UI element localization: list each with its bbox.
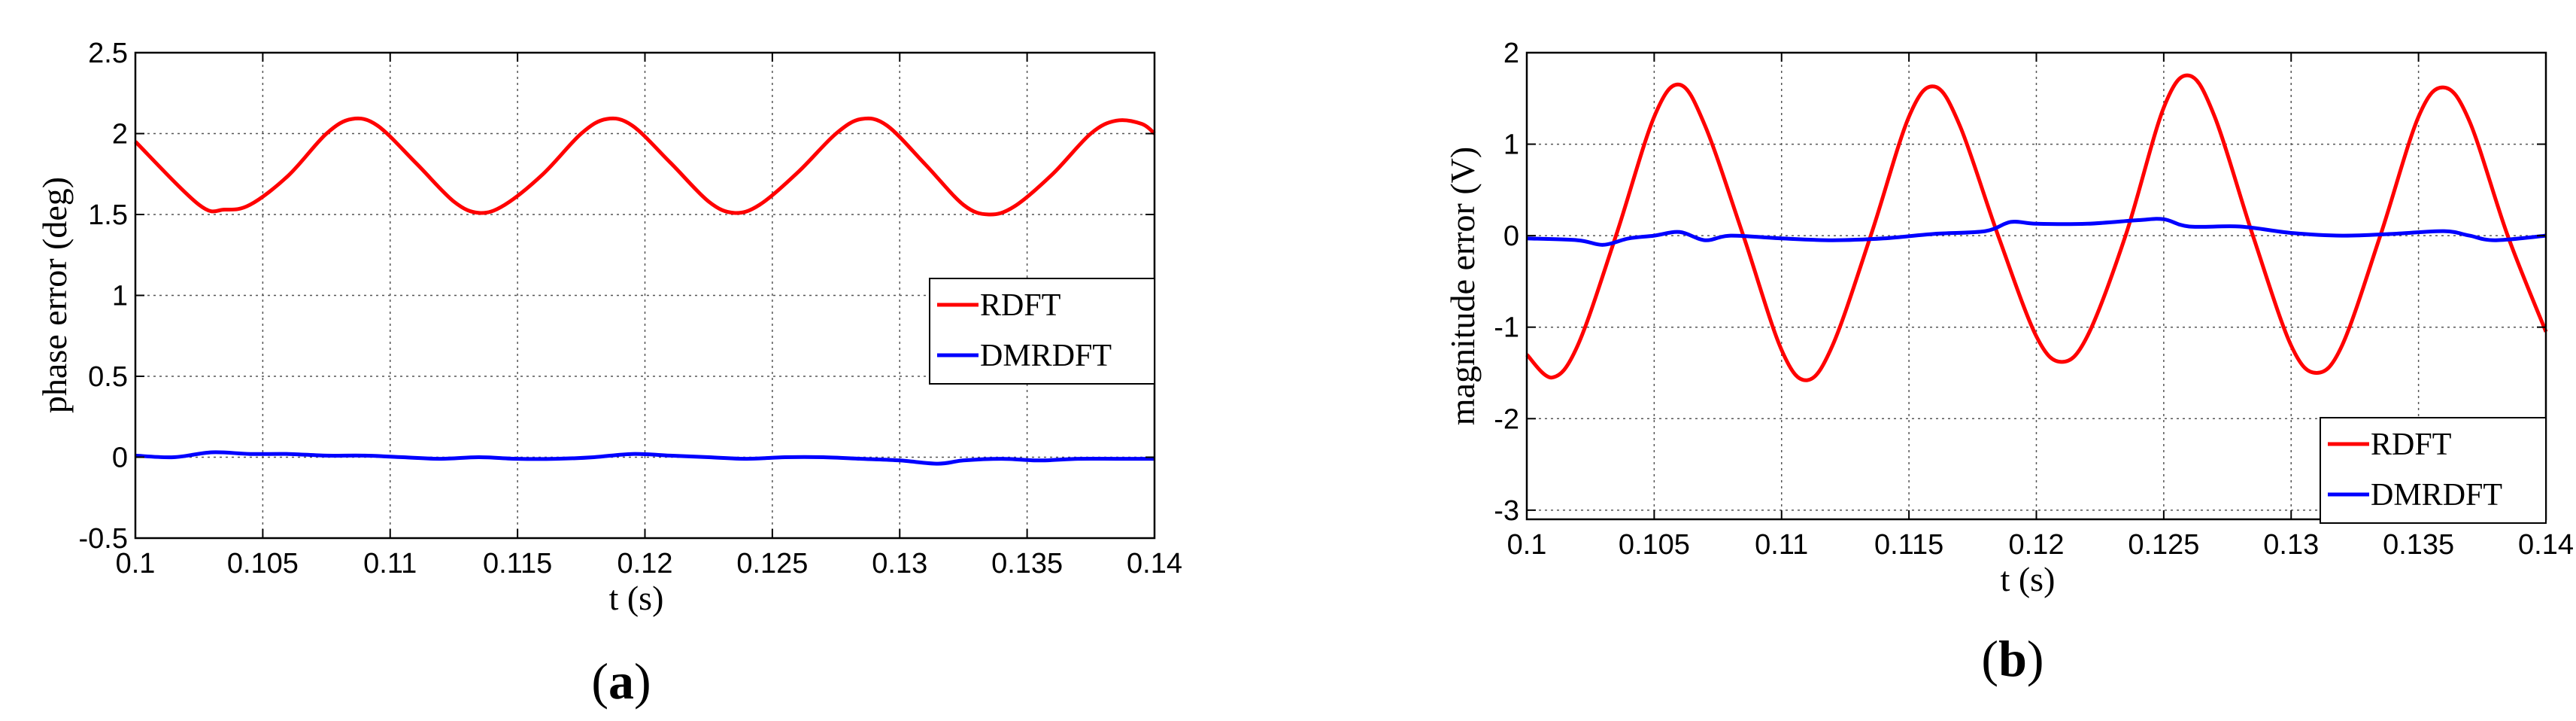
x-tick-label: 0.135	[2383, 529, 2454, 561]
ticks: 0.1 0.105 0.11 0.115 0.12 0.125 0.13 0.135 0.14 -…	[1494, 38, 2574, 561]
y-tick-label: 0	[1503, 221, 1519, 252]
series-line-rdft	[134, 116, 1156, 217]
x-tick-label: 0.1	[116, 548, 156, 580]
legend-label-rdft: RDFT	[2371, 427, 2451, 462]
y-tick-label: -3	[1494, 495, 1519, 527]
series-lines	[1525, 73, 2548, 382]
y-tick-label: 0.5	[88, 361, 128, 393]
panel-caption-b: (b)	[1981, 630, 2044, 687]
x-tick-label: 0.1	[1507, 529, 1547, 561]
y-tick-label: -1	[1494, 312, 1519, 344]
x-axis-label: t (s)	[2001, 560, 2056, 598]
legend[interactable]: RDFT DMRDFT	[2320, 417, 2547, 524]
panel-letter-a: a	[608, 653, 634, 710]
x-tick-label: 0.11	[363, 548, 417, 580]
ticks: 0.1 0.105 0.11 0.115 0.12 0.125 0.13 0.135 0.14 -…	[79, 38, 1182, 580]
y-tick-label: 2.5	[88, 38, 128, 69]
legend-label-dmrdft: DMRDFT	[980, 339, 1112, 373]
x-tick-label: 0.125	[2128, 529, 2199, 561]
x-axis-label: t (s)	[609, 579, 664, 617]
magnitude-error-panel: 0.1 0.105 0.11 0.115 0.12 0.125 0.13 0.135 0.14 -…	[1443, 38, 2574, 687]
legend-label-dmrdft: DMRDFT	[2371, 478, 2502, 513]
x-tick-label: 0.13	[2263, 529, 2319, 561]
x-tick-label: 0.135	[991, 548, 1063, 580]
x-tick-label: 0.12	[2009, 529, 2065, 561]
x-tick-label: 0.13	[872, 548, 927, 580]
series-line-dmrdft	[135, 450, 1154, 466]
legend-box	[929, 278, 1155, 385]
legend-label-rdft: RDFT	[980, 288, 1060, 323]
x-tick-label: 0.12	[617, 548, 673, 580]
x-tick-label: 0.14	[2518, 529, 2574, 561]
y-tick-label: 0	[112, 443, 128, 474]
y-tick-label: -2	[1494, 403, 1519, 435]
y-tick-label: 1	[112, 281, 128, 312]
y-tick-label: 2	[1503, 38, 1519, 69]
x-tick-label: 0.125	[736, 548, 808, 580]
series-line-rdft	[1525, 73, 2548, 382]
y-tick-label: 1	[1503, 129, 1519, 161]
phase-error-panel: 0.1 0.105 0.11 0.115 0.12 0.125 0.13 0.135 0.14 -…	[35, 38, 1182, 710]
series-line-dmrdft	[1526, 217, 2547, 247]
panel-caption-a: (a)	[591, 653, 651, 710]
y-axis-label: phase error (deg)	[35, 177, 74, 413]
y-tick-label: 1.5	[88, 199, 128, 231]
x-tick-label: 0.105	[1619, 529, 1690, 561]
legend[interactable]: RDFT DMRDFT	[929, 278, 1155, 385]
x-tick-label: 0.115	[483, 548, 552, 580]
y-tick-label: 2	[112, 119, 128, 151]
x-tick-label: 0.115	[1874, 529, 1943, 561]
x-tick-label: 0.11	[1755, 529, 1808, 561]
y-tick-label: -0.5	[79, 523, 128, 555]
x-tick-label: 0.105	[227, 548, 299, 580]
y-axis-label: magnitude error (V)	[1443, 147, 1482, 425]
series-lines	[134, 116, 1156, 466]
x-tick-label: 0.14	[1127, 548, 1182, 580]
legend-box	[2320, 417, 2547, 524]
panel-letter-b: b	[1998, 630, 2027, 687]
